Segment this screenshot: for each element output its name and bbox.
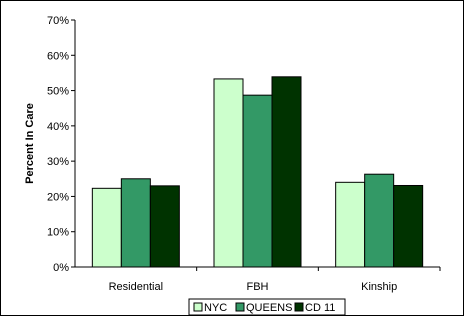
y-tick-label: 30% bbox=[47, 156, 69, 168]
legend-box bbox=[188, 298, 346, 316]
y-axis-label: Percent In Care bbox=[24, 103, 36, 184]
legend-label-queens: QUEENS bbox=[246, 302, 292, 314]
x-tick-label: FBH bbox=[247, 281, 269, 293]
y-tick-label: 10% bbox=[47, 227, 69, 239]
legend-label-nyc: NYC bbox=[204, 302, 227, 314]
y-tick-label: 60% bbox=[47, 50, 69, 62]
legend-swatch-queens bbox=[235, 302, 245, 312]
bar-cd-11-fbh bbox=[271, 76, 302, 268]
y-tick-label: 0% bbox=[53, 262, 69, 274]
bars bbox=[91, 76, 424, 268]
y-tick-label: 40% bbox=[47, 121, 69, 133]
bar-nyc-residential bbox=[91, 187, 122, 268]
y-tick-label: 50% bbox=[47, 86, 69, 98]
bar-queens-residential bbox=[120, 178, 151, 268]
legend-swatch-cd-11 bbox=[294, 302, 304, 312]
bar-nyc-kinship bbox=[335, 181, 366, 268]
bar-cd-11-kinship bbox=[393, 184, 424, 268]
bar-queens-kinship bbox=[364, 173, 395, 268]
x-tick-label: Residential bbox=[109, 281, 163, 293]
bar-nyc-fbh bbox=[213, 78, 244, 268]
bar-cd-11-residential bbox=[149, 185, 180, 268]
legend: NYC QUEENS CD 11 bbox=[188, 298, 346, 316]
legend-swatch-nyc bbox=[193, 302, 203, 312]
bar-queens-fbh bbox=[242, 94, 273, 268]
x-ticks: Residential FBH Kinship bbox=[109, 267, 441, 293]
y-tick-label: 20% bbox=[47, 191, 69, 203]
chart-frame: 0% 10% 20% 30% 40% 50% 60% 70% Residential FBH Ki… bbox=[0, 0, 464, 316]
legend-label-cd-11: CD 11 bbox=[305, 302, 335, 314]
x-tick-label: Kinship bbox=[361, 281, 397, 293]
y-ticks: 0% 10% 20% 30% 40% 50% 60% 70% bbox=[47, 15, 75, 274]
y-tick-label: 70% bbox=[47, 15, 69, 27]
